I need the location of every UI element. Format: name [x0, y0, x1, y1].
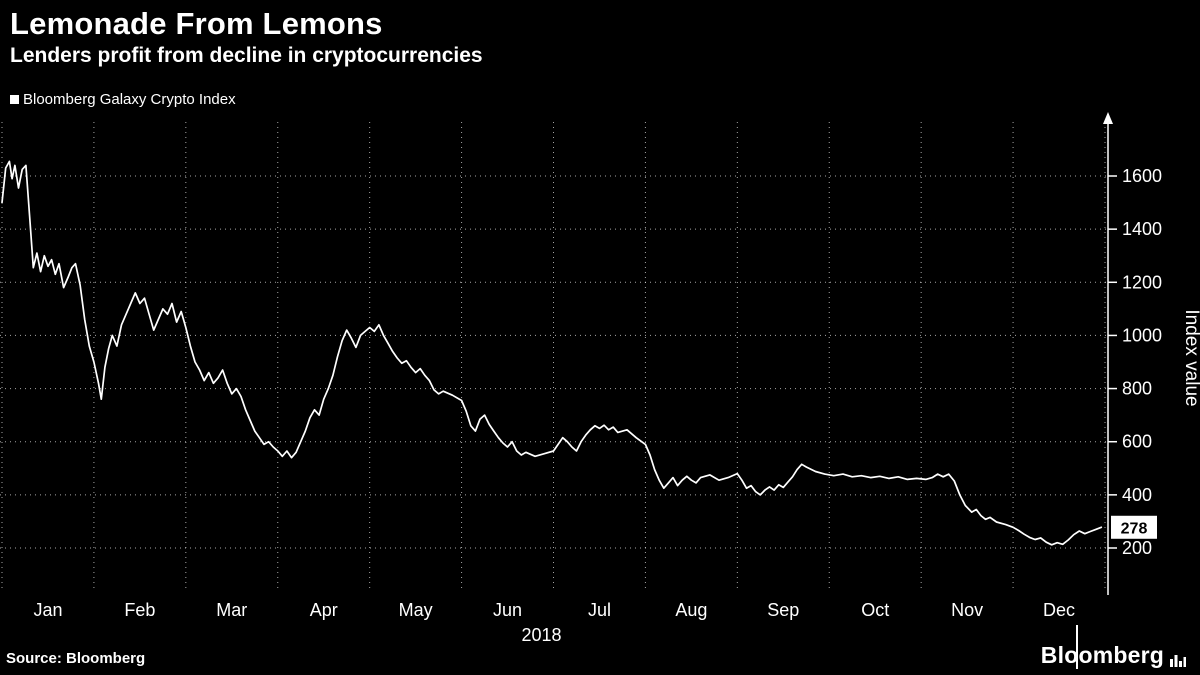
- bloomberg-logo: Bloomberg: [1041, 644, 1186, 667]
- bloomberg-bars-icon: [1170, 655, 1186, 667]
- x-tick-label: Oct: [861, 600, 889, 620]
- x-tick-label: Aug: [675, 600, 707, 620]
- x-tick-label: Feb: [124, 600, 155, 620]
- footer-divider: [1076, 625, 1078, 669]
- y-tick-label: 200: [1122, 538, 1152, 558]
- x-tick-label: Apr: [310, 600, 338, 620]
- last-value-label: 278: [1121, 520, 1148, 537]
- x-axis-year-label: 2018: [522, 625, 562, 645]
- legend-label: Bloomberg Galaxy Crypto Index: [23, 91, 236, 108]
- y-tick-label: 1400: [1122, 219, 1162, 239]
- x-tick-label: Dec: [1043, 600, 1075, 620]
- x-tick-label: Jan: [33, 600, 62, 620]
- legend-swatch-icon: [10, 95, 19, 104]
- page-title: Lemonade From Lemons: [10, 6, 383, 41]
- chart-legend: Bloomberg Galaxy Crypto Index: [10, 91, 236, 108]
- y-tick-label: 1200: [1122, 272, 1162, 292]
- page-subtitle: Lenders profit from decline in cryptocur…: [10, 44, 483, 67]
- x-tick-label: Jul: [588, 600, 611, 620]
- y-axis-arrow-icon: [1103, 112, 1113, 124]
- source-note: Source: Bloomberg: [6, 650, 146, 667]
- y-axis-title: Index value: [1181, 309, 1200, 406]
- x-tick-label: Jun: [493, 600, 522, 620]
- y-tick-label: 1600: [1122, 166, 1162, 186]
- y-tick-label: 1000: [1122, 325, 1162, 345]
- y-tick-label: 800: [1122, 379, 1152, 399]
- x-tick-label: Nov: [951, 600, 983, 620]
- bloomberg-logo-text: Bloomberg: [1040, 642, 1164, 668]
- crypto-index-line: [1, 160, 1103, 546]
- last-value-flag: [1111, 515, 1157, 539]
- x-tick-label: Sep: [767, 600, 799, 620]
- x-tick-label: Mar: [216, 600, 247, 620]
- x-tick-label: May: [399, 600, 433, 620]
- y-tick-label: 400: [1122, 485, 1152, 505]
- y-tick-label: 600: [1122, 432, 1152, 452]
